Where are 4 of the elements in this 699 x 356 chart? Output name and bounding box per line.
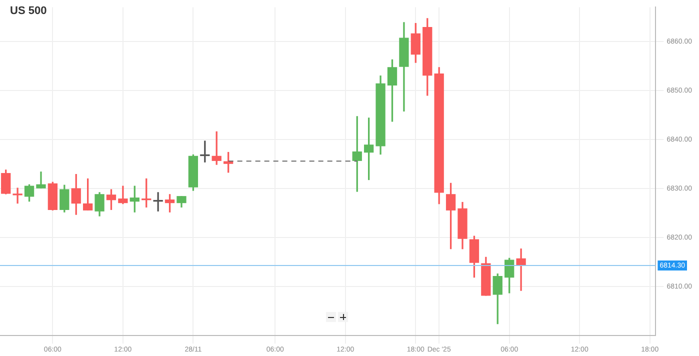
candlestick (153, 192, 163, 212)
candlestick (12, 188, 22, 204)
candlestick (36, 172, 46, 188)
chart-title: US 500 (10, 5, 47, 17)
